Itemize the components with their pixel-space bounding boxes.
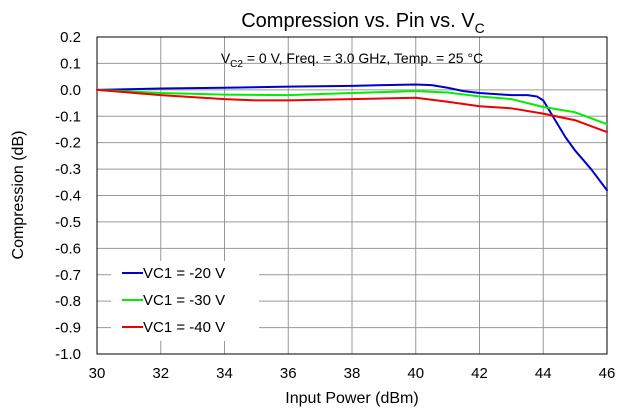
conditions-annotation: VC2 = 0 V, Freq. = 3.0 GHz, Temp. = 25 °… bbox=[221, 50, 483, 70]
chart-title-main: Compression vs. Pin vs. V bbox=[241, 10, 475, 32]
legend: VC1 = -20 V VC1 = -30 V VC1 = -40 V bbox=[111, 261, 259, 341]
y-tick-label: 0.2 bbox=[60, 29, 81, 46]
x-tick-label: 38 bbox=[344, 365, 361, 382]
legend-label: VC1 = -30 V bbox=[143, 292, 225, 309]
y-tick-label: -0.8 bbox=[55, 293, 81, 310]
series-line bbox=[96, 83, 608, 192]
y-tick-label: -1.0 bbox=[55, 346, 81, 363]
x-axis-label: Input Power (dBm) bbox=[285, 390, 418, 407]
x-tick-label: 32 bbox=[152, 365, 169, 382]
series-lines bbox=[96, 83, 608, 192]
x-tick-label: 42 bbox=[471, 365, 488, 382]
x-tick-label: 34 bbox=[216, 365, 233, 382]
series-line bbox=[96, 88, 608, 126]
annotation-rest: = 0 V, Freq. = 3.0 GHz, Temp. = 25 °C bbox=[243, 50, 483, 66]
annotation-prefix: V bbox=[221, 50, 231, 66]
y-tick-label: -0.4 bbox=[55, 188, 81, 205]
y-tick-label: -0.3 bbox=[55, 161, 81, 178]
x-tick-label: 30 bbox=[89, 365, 106, 382]
x-tick-label: 36 bbox=[280, 365, 297, 382]
y-tick-labels: 0.2 0.1 0.0 -0.1 -0.2 -0.3 -0.4 -0.5 -0.6 -0.7 -0.… bbox=[55, 29, 81, 363]
x-tick-labels: 30 32 34 36 38 40 42 44 46 bbox=[89, 365, 616, 382]
y-tick-label: -0.6 bbox=[55, 240, 81, 257]
legend-label: VC1 = -20 V bbox=[143, 265, 225, 282]
legend-label: VC1 = -40 V bbox=[143, 319, 225, 336]
y-tick-label: -0.7 bbox=[55, 267, 81, 284]
x-tick-label: 46 bbox=[599, 365, 616, 382]
y-tick-label: -0.9 bbox=[55, 320, 81, 337]
plot-frame bbox=[96, 36, 608, 355]
y-axis-label: Compression (dB) bbox=[10, 131, 27, 260]
x-tick-label: 44 bbox=[535, 365, 552, 382]
series-line bbox=[96, 88, 608, 134]
y-tick-label: 0.1 bbox=[60, 55, 81, 72]
y-tick-label: -0.1 bbox=[55, 108, 81, 125]
y-tick-label: -0.5 bbox=[55, 214, 81, 231]
y-tick-label: -0.2 bbox=[55, 135, 81, 152]
y-tick-label: 0.0 bbox=[60, 82, 81, 99]
annotation-subscript: C2 bbox=[230, 59, 243, 70]
chart-title-subscript: C bbox=[475, 20, 485, 36]
x-tick-label: 40 bbox=[407, 365, 424, 382]
chart-title: Compression vs. Pin vs. VC bbox=[241, 10, 485, 36]
